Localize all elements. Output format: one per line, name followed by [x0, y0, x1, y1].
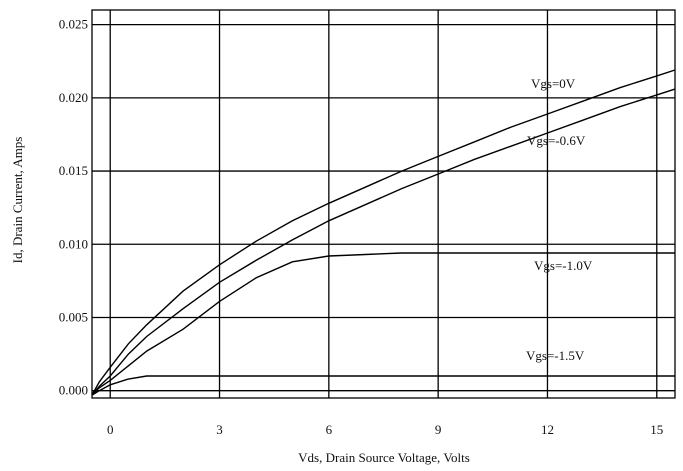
series-label-1: Vgs=0V	[531, 76, 576, 91]
curve-labels: Vgs=0V Vgs=-0.6V Vgs=-1.0V Vgs=-1.5V	[526, 76, 593, 363]
x-tick-label: 3	[216, 422, 223, 437]
y-tick-label: 0.000	[59, 383, 88, 398]
x-tick-label: 0	[107, 422, 114, 437]
series-label-2: Vgs=-0.6V	[527, 133, 586, 148]
x-tick-label: 15	[650, 422, 663, 437]
y-tick-label: 0.010	[59, 236, 88, 251]
y-tick-label: 0.015	[59, 163, 88, 178]
series-line-4	[91, 375, 675, 396]
series-label-4: Vgs=-1.5V	[526, 348, 585, 363]
y-axis-label: Id, Drain Current, Amps	[10, 137, 25, 264]
plot-area	[91, 9, 676, 399]
y-axis-ticks: 0.000 0.005 0.010 0.015 0.020 0.025	[59, 17, 88, 398]
series-line-2	[91, 88, 676, 396]
curves	[91, 69, 676, 396]
x-tick-label: 6	[326, 422, 333, 437]
y-tick-label: 0.025	[59, 17, 88, 32]
grid	[92, 10, 675, 398]
x-tick-label: 12	[541, 422, 554, 437]
y-tick-label: 0.005	[59, 309, 88, 324]
x-axis-ticks: 0 3 6 9 12 15	[107, 422, 663, 437]
x-tick-label: 9	[435, 422, 442, 437]
series-label-3: Vgs=-1.0V	[534, 258, 593, 273]
series-line-1	[91, 69, 676, 396]
y-tick-label: 0.020	[59, 90, 88, 105]
series-line-3	[91, 252, 675, 396]
x-axis-label: Vds, Drain Source Voltage, Volts	[298, 450, 470, 465]
